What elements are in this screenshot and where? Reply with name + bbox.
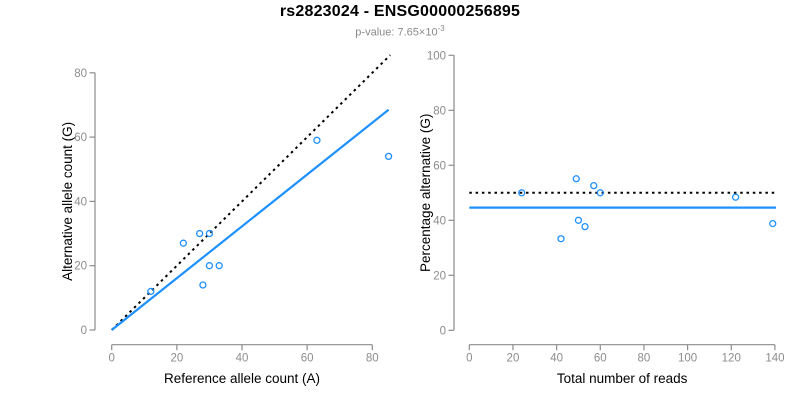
data-point [572,175,580,183]
y-tick-label: 40 [433,215,446,227]
y-tick-label: 40 [74,196,87,208]
data-point [147,287,155,296]
data-point [199,281,207,289]
data-point [769,219,777,228]
data-point [205,229,214,238]
data-point [313,136,321,144]
data-point [196,229,204,238]
data-point [590,181,598,190]
y-axis-label: Percentage alternative (G) [418,114,433,272]
pvalue-exponent: -3 [437,24,445,33]
data-point [384,152,393,161]
x-axis-label: Reference allele count (A) [164,371,320,386]
x-tick-label: 20 [507,353,520,365]
x-tick-label: 120 [722,353,741,365]
y-tick-label: 100 [427,50,446,62]
identity-line [110,54,391,331]
data-point [596,189,604,197]
x-tick-label: 80 [638,353,651,365]
y-tick-label: 60 [433,160,446,172]
fit-line [111,108,390,331]
data-point [215,262,223,270]
y-tick-label: 0 [440,325,446,337]
panel-right: 0 20 40 60 80 100 120 140 0 20 40 60 80 100 Total numb… [418,50,785,386]
y-tick-label: 80 [74,68,87,80]
y-tick-label: 80 [433,105,446,117]
data-point [574,216,583,224]
data-point [518,189,526,197]
x-tick-label: 60 [301,353,314,365]
data-point [179,239,188,247]
figure-title: rs2823024 - ENSG00000256895 [279,3,521,20]
figure-subtitle: p-value: 7.65×10-3 [0,24,800,39]
y-tick-label: 0 [81,325,87,337]
x-tick-label: 100 [678,353,697,365]
panel-left: 0 20 40 60 80 0 20 40 60 80 Reference allele count… [60,54,393,386]
data-point [557,235,565,243]
y-axis-label: Alternative allele count (G) [60,122,75,281]
data-point [205,262,214,270]
x-tick-label: 140 [765,353,784,365]
x-tick-label: 60 [594,353,607,365]
x-axis-label: Total number of reads [557,371,688,386]
y-tick-label: 20 [433,270,446,282]
x-tick-label: 40 [236,353,249,365]
x-tick-label: 80 [366,353,379,365]
data-point [731,193,740,201]
pvalue-label: p-value: 7.65×10 [355,26,438,39]
x-tick-label: 0 [466,353,472,365]
x-tick-label: 40 [550,353,563,365]
y-tick-label: 20 [74,261,87,273]
data-point [581,222,589,231]
x-tick-label: 20 [170,353,183,365]
y-tick-label: 60 [74,132,87,144]
x-tick-label: 0 [108,353,114,365]
